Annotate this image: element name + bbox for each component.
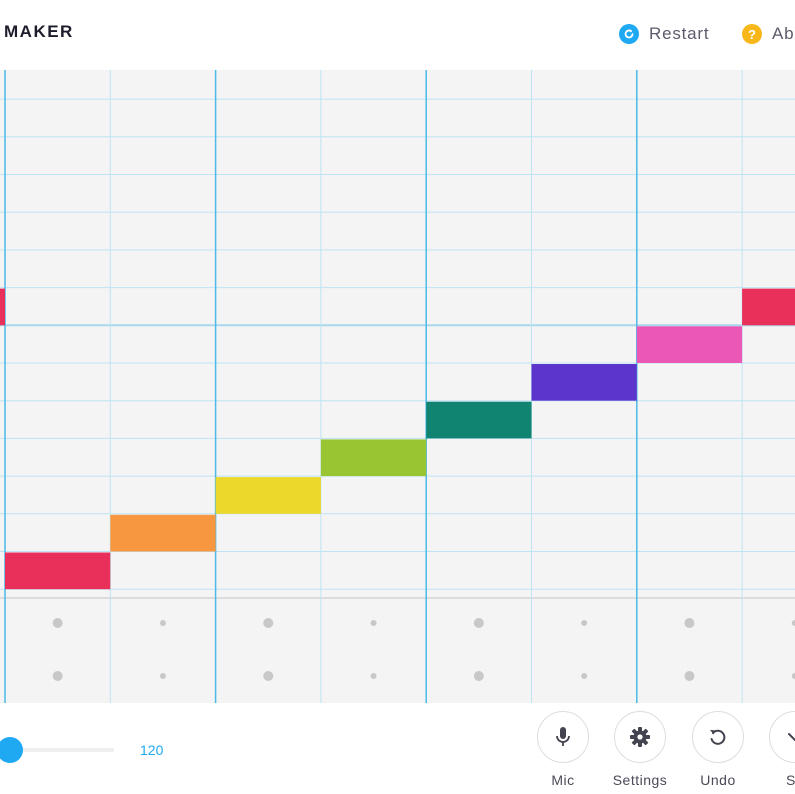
gear-icon <box>630 727 650 747</box>
rhythm-dot[interactable] <box>52 671 63 681</box>
question-icon: ? <box>742 24 762 44</box>
rhythm-dot[interactable] <box>684 618 695 628</box>
grid-canvas[interactable] <box>0 70 795 703</box>
rhythm-dot[interactable] <box>263 618 274 628</box>
rhythm-dot[interactable] <box>473 618 484 628</box>
chevron-down-icon <box>788 733 795 741</box>
rhythm-dot[interactable] <box>263 671 274 681</box>
mic-button[interactable]: Mic <box>523 711 603 788</box>
rhythm-dot[interactable] <box>791 620 795 626</box>
refresh-icon <box>619 24 639 44</box>
rhythm-dot[interactable] <box>581 620 588 626</box>
rhythm-dot[interactable] <box>52 618 63 628</box>
mic-label: Mic <box>551 772 575 788</box>
tempo-slider-track[interactable] <box>0 748 114 752</box>
note-grid[interactable] <box>0 70 795 703</box>
app-title: MAKER <box>4 22 74 41</box>
rhythm-dot[interactable] <box>473 671 484 681</box>
tempo-value: 120 <box>140 742 164 758</box>
bottom-toolbar: 120 Mic <box>0 703 795 794</box>
settings-circle[interactable] <box>614 711 666 763</box>
restart-label: Restart <box>649 24 710 43</box>
undo-label: Undo <box>700 772 736 788</box>
note-block[interactable] <box>0 288 5 326</box>
rhythm-dot[interactable] <box>159 673 166 679</box>
note-block[interactable] <box>215 477 321 514</box>
undo-circle[interactable] <box>692 711 744 763</box>
save-circle[interactable] <box>769 711 795 763</box>
rhythm-dot[interactable] <box>791 673 795 679</box>
restart-button[interactable]: Restart <box>619 22 709 46</box>
note-block[interactable] <box>5 552 111 590</box>
undo-button[interactable]: Undo <box>678 711 758 788</box>
settings-button[interactable]: Settings <box>600 711 680 788</box>
note-block[interactable] <box>636 326 743 363</box>
note-block[interactable] <box>110 514 216 552</box>
rhythm-dot[interactable] <box>370 620 377 626</box>
rhythm-dot[interactable] <box>370 673 377 679</box>
note-block[interactable] <box>320 439 427 477</box>
settings-label: Settings <box>612 772 668 788</box>
rhythm-dot[interactable] <box>581 673 588 679</box>
rhythm-dot[interactable] <box>159 620 166 626</box>
undo-icon <box>710 729 726 745</box>
note-block[interactable] <box>742 288 795 326</box>
header: MAKER Restart ? Ab <box>0 0 795 70</box>
tempo-slider-handle[interactable] <box>0 737 23 763</box>
save-button[interactable]: Sa <box>755 711 795 788</box>
about-button[interactable]: ? Ab <box>742 22 794 46</box>
about-label: Ab <box>772 24 795 43</box>
rhythm-dot[interactable] <box>684 671 695 681</box>
mic-circle[interactable] <box>537 711 589 763</box>
microphone-icon <box>556 727 570 746</box>
note-block[interactable] <box>531 364 637 401</box>
save-label: Sa <box>785 772 795 788</box>
note-block[interactable] <box>426 401 532 439</box>
